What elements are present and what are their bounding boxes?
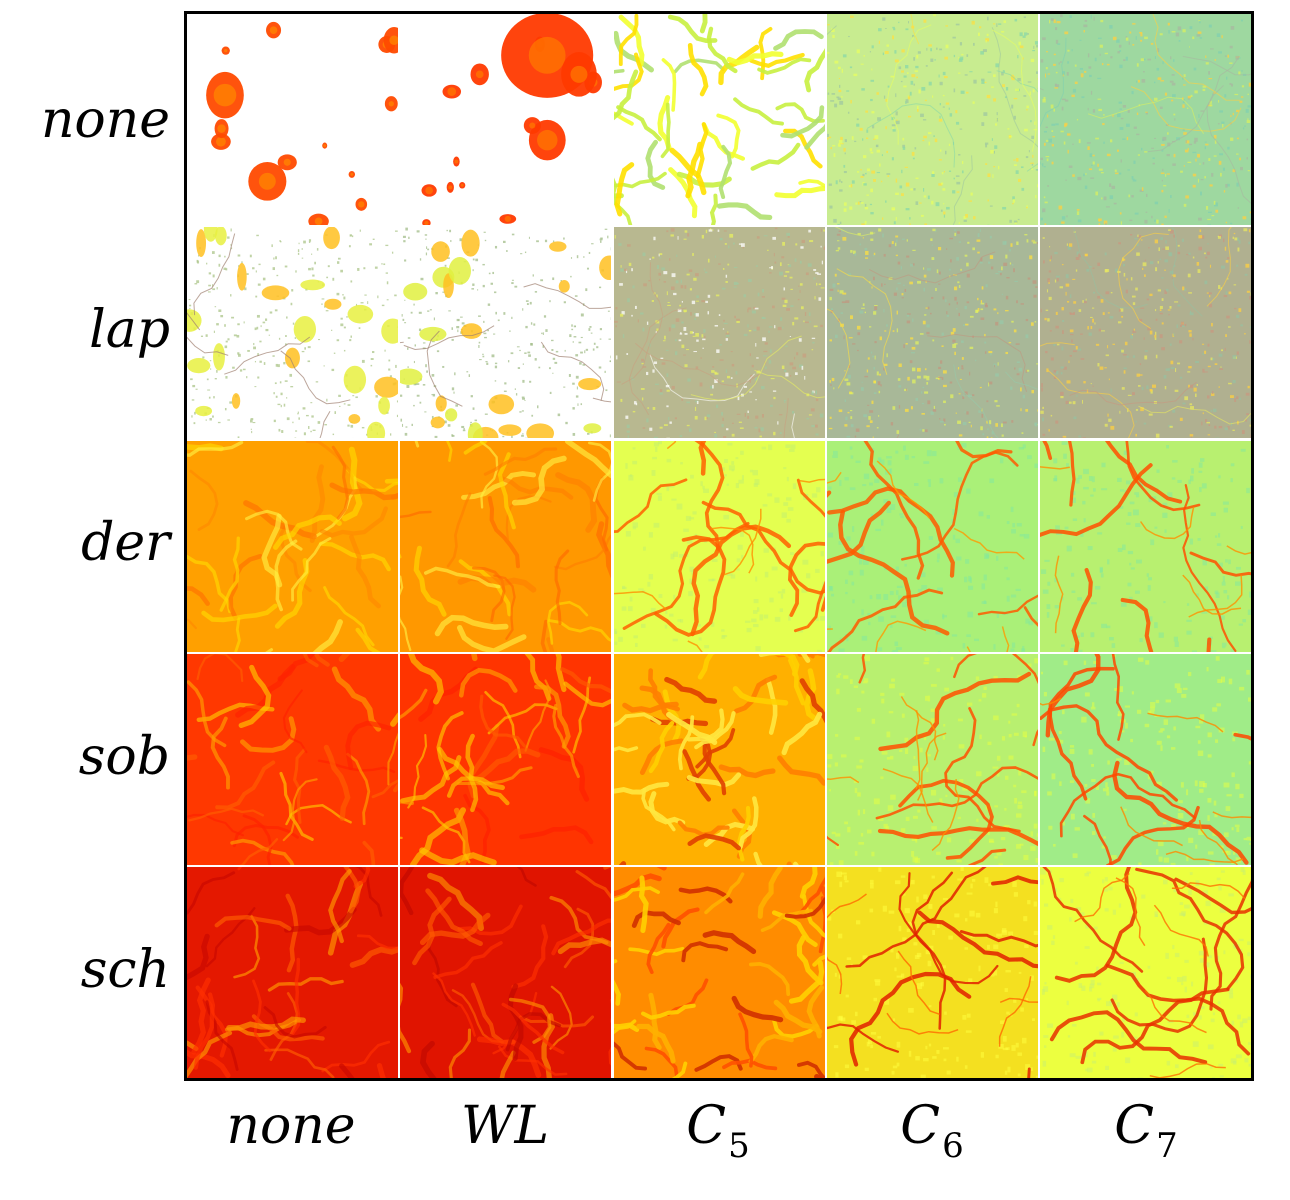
grid-cell	[613, 440, 825, 652]
column-label: C5	[611, 1096, 825, 1166]
row-label: sch	[80, 940, 170, 1000]
column-label-subscript: 7	[1156, 1126, 1178, 1166]
column-label-base: C	[900, 1096, 941, 1156]
grid-cell	[400, 867, 612, 1078]
grid-cell	[1040, 440, 1251, 652]
grid-cell	[613, 867, 825, 1078]
grid-cell	[187, 867, 398, 1078]
grid-cell	[826, 653, 1038, 865]
grid-cell	[400, 653, 612, 865]
column-label-base: C	[1114, 1096, 1155, 1156]
row-label: sob	[78, 727, 170, 787]
grid-cell	[187, 653, 398, 865]
grid-cell	[613, 227, 825, 439]
column-label-subscript: 5	[728, 1126, 750, 1166]
column-label: none	[184, 1096, 398, 1156]
grid-cell	[187, 227, 398, 439]
grid-cell	[1040, 14, 1251, 225]
grid-cell	[400, 227, 612, 439]
column-label: C6	[825, 1096, 1039, 1166]
column-label: C7	[1039, 1096, 1253, 1166]
grid-cell	[1040, 867, 1251, 1078]
grid-cell	[613, 653, 825, 865]
grid-cell	[826, 14, 1038, 225]
grid-cell	[400, 440, 612, 652]
grid-cell	[1040, 653, 1251, 865]
grid-cell	[613, 14, 825, 225]
image-grid	[184, 11, 1254, 1081]
column-label-subscript: 6	[942, 1126, 964, 1166]
row-label: lap	[89, 300, 170, 360]
grid-cell	[400, 14, 612, 225]
row-label: der	[81, 513, 170, 573]
grid-cell	[826, 867, 1038, 1078]
column-label-base: WL	[461, 1096, 549, 1156]
column-label: WL	[398, 1096, 612, 1156]
grid-cell	[826, 227, 1038, 439]
grid-cell	[187, 440, 398, 652]
column-label-base: C	[686, 1096, 727, 1156]
row-label: none	[40, 90, 170, 150]
grid-cell	[1040, 227, 1251, 439]
grid-cell	[187, 14, 398, 225]
column-label-base: none	[226, 1096, 356, 1156]
grid-cell	[826, 440, 1038, 652]
